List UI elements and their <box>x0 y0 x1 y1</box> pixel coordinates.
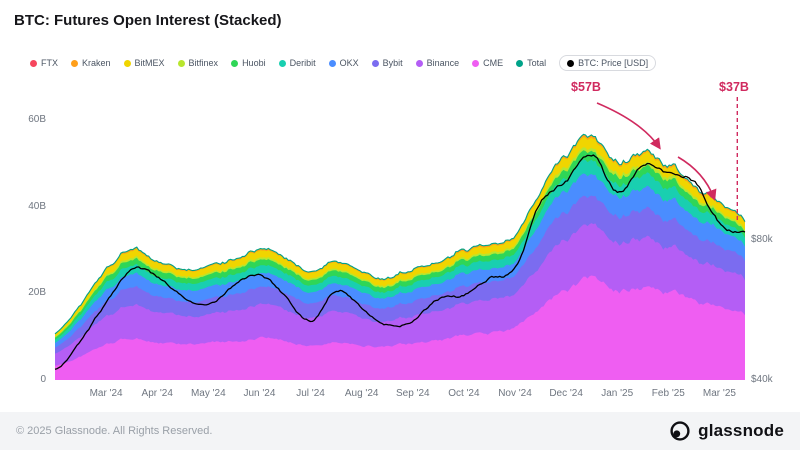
glassnode-logo-mark <box>670 421 690 441</box>
x-axis-label: Apr '24 <box>141 388 173 399</box>
x-axis-label: Feb '25 <box>651 388 685 399</box>
legend-dot-bitfinex <box>177 59 185 67</box>
legend-dot-binance <box>415 59 423 67</box>
legend-dot-ftx <box>30 59 37 67</box>
legend-dot-okx <box>328 59 336 67</box>
legend-item-cme[interactable]: CME <box>472 58 503 68</box>
legend-dot-btc-price-usd <box>567 59 575 67</box>
y-axis-label-left: 40B <box>28 200 46 212</box>
annotation-peak-value: $57B <box>571 80 601 94</box>
legend-item-bitfinex[interactable]: Bitfinex <box>177 58 219 68</box>
x-axis-label: Oct '24 <box>448 388 480 399</box>
annotation-end-value: $37B <box>719 80 749 94</box>
chart-title: BTC: Futures Open Interest (Stacked) <box>14 12 282 29</box>
footer-bar: © 2025 Glassnode. All Rights Reserved. g… <box>0 412 800 450</box>
legend-label: Binance <box>426 58 460 68</box>
legend-dot-total <box>516 59 524 67</box>
legend-dot-deribit <box>278 59 286 67</box>
legend-dot-kraken <box>71 59 78 67</box>
legend-label: Bybit <box>382 58 403 68</box>
legend-item-kraken[interactable]: Kraken <box>71 58 111 68</box>
legend-label: CME <box>483 58 504 68</box>
legend-label: Bitfinex <box>188 58 219 68</box>
x-axis-label: Jun '24 <box>243 388 276 399</box>
y-axis-label-right: $40k <box>751 374 773 385</box>
legend-item-bybit[interactable]: Bybit <box>371 58 403 68</box>
x-axis-label: Mar '24 <box>89 388 123 399</box>
legend-label: BitMEX <box>134 58 165 68</box>
glassnode-wordmark: glassnode <box>698 421 784 440</box>
legend-dot-cme <box>472 59 480 67</box>
legend-item-deribit[interactable]: Deribit <box>278 58 316 68</box>
legend-item-total[interactable]: Total <box>516 58 546 68</box>
y-axis-label-left: 20B <box>28 287 46 299</box>
legend-label: FTX <box>41 58 58 68</box>
x-axis-label: Jul '24 <box>296 388 325 399</box>
copyright-text: © 2025 Glassnode. All Rights Reserved. <box>16 425 213 437</box>
legend-item-okx[interactable]: OKX <box>328 58 359 68</box>
legend-label: Kraken <box>82 58 111 68</box>
legend-label: Huobi <box>242 58 266 68</box>
legend-label: Deribit <box>289 58 316 68</box>
legend-label: BTC: Price [USD] <box>578 58 649 68</box>
legend-dot-bybit <box>371 59 379 67</box>
legend-item-ftx[interactable]: FTX <box>30 58 58 68</box>
legend-item-btc-price-usd[interactable]: BTC: Price [USD] <box>559 55 657 71</box>
x-axis-label: May '24 <box>190 388 226 399</box>
legend-dot-bitmex <box>123 59 131 67</box>
total-line <box>54 133 746 335</box>
x-axis-label: Dec '24 <box>549 388 583 399</box>
legend: FTX Kraken BitMEX Bitfinex Huobi Deribit OKX By… <box>30 55 657 71</box>
annotation-arrow-2 <box>677 156 717 201</box>
x-axis-label: Mar '25 <box>702 388 736 399</box>
glassnode-logo: glassnode <box>669 420 784 442</box>
x-axis-label: Aug '24 <box>344 388 379 399</box>
annotation-arrow-1 <box>596 102 661 150</box>
btc-price-line <box>54 154 746 370</box>
x-axis-label: Sep '24 <box>395 388 430 399</box>
legend-dot-huobi <box>231 59 239 67</box>
legend-label: OKX <box>339 58 359 68</box>
x-axis-label: Nov '24 <box>498 388 532 399</box>
y-axis-label-left: 60B <box>28 114 46 125</box>
y-axis-label-left: 0 <box>40 374 46 385</box>
area-band-cme <box>55 275 745 380</box>
legend-label: Total <box>527 58 547 68</box>
y-axis-label-right: $80k <box>751 234 773 245</box>
legend-item-binance[interactable]: Binance <box>415 58 460 68</box>
legend-item-bitmex[interactable]: BitMEX <box>123 58 165 68</box>
legend-item-huobi[interactable]: Huobi <box>231 58 266 68</box>
x-axis-label: Jan '25 <box>601 388 634 399</box>
